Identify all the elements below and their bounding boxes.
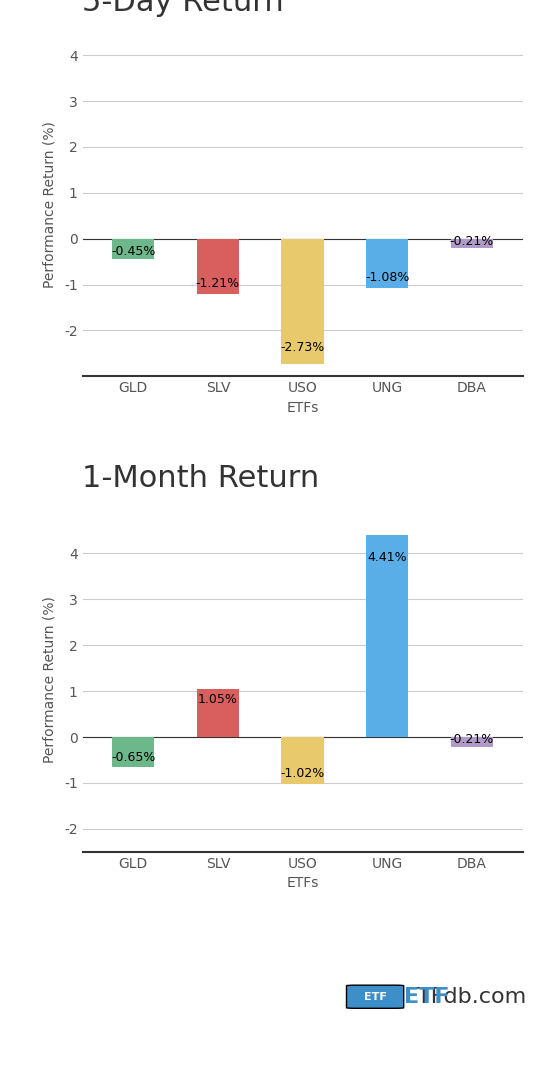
Bar (282, 737, 323, 784)
Bar (366, 239, 408, 288)
Bar (112, 737, 155, 766)
Text: ETF: ETF (364, 992, 387, 1002)
Y-axis label: Performance Return (%): Performance Return (%) (43, 597, 57, 763)
Text: -2.73%: -2.73% (280, 341, 324, 354)
Text: -0.65%: -0.65% (111, 751, 156, 764)
Text: -1.02%: -1.02% (280, 768, 324, 780)
Bar (366, 534, 408, 737)
Bar (112, 239, 155, 259)
Text: -0.21%: -0.21% (449, 733, 494, 746)
Text: 4.41%: 4.41% (367, 550, 407, 564)
X-axis label: ETFs: ETFs (287, 876, 318, 890)
Y-axis label: Performance Return (%): Performance Return (%) (43, 120, 57, 288)
X-axis label: ETFs: ETFs (287, 401, 318, 415)
Bar (282, 239, 323, 364)
Bar (450, 737, 493, 747)
Text: 1-Month Return: 1-Month Return (82, 463, 320, 492)
Text: ETFdb.com: ETFdb.com (404, 987, 527, 1006)
Bar (197, 689, 239, 737)
Text: -0.45%: -0.45% (111, 245, 156, 258)
FancyBboxPatch shape (346, 985, 404, 1008)
Text: -0.21%: -0.21% (449, 234, 494, 247)
Text: ETF: ETF (404, 987, 449, 1006)
Bar (450, 239, 493, 248)
Text: 1.05%: 1.05% (198, 692, 238, 705)
Text: -1.08%: -1.08% (365, 271, 409, 284)
Bar (197, 239, 239, 295)
Text: -1.21%: -1.21% (196, 276, 240, 290)
Text: 5-Day Return: 5-Day Return (82, 0, 284, 17)
